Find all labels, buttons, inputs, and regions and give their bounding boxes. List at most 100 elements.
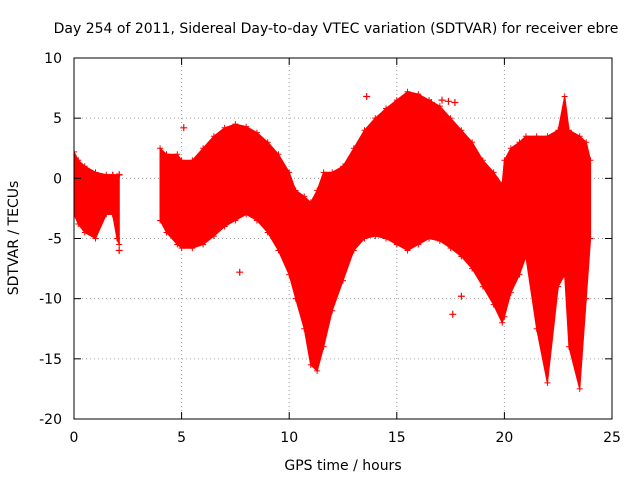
envelope-upper-point xyxy=(157,145,164,152)
envelope-upper-point xyxy=(516,139,523,146)
envelope-upper-point xyxy=(275,151,282,158)
envelope-lower-point xyxy=(307,361,314,368)
envelope-lower-point xyxy=(404,247,411,254)
envelope-upper-point xyxy=(320,169,327,176)
envelope-upper-point xyxy=(565,127,572,134)
envelope-lower-point xyxy=(243,211,250,218)
envelope-upper-point xyxy=(561,93,568,100)
x-tick-label: 5 xyxy=(177,430,186,446)
envelope-upper-point xyxy=(533,133,540,140)
envelope-lower-point xyxy=(533,325,540,332)
envelope-lower-point xyxy=(458,253,465,260)
x-tick-label: 25 xyxy=(603,430,621,446)
envelope-segment-1 xyxy=(112,174,120,246)
envelope-upper-point xyxy=(243,123,250,130)
envelope-lower-point xyxy=(561,271,568,278)
envelope-lower-point xyxy=(114,235,121,242)
envelope-upper-point xyxy=(587,157,594,164)
envelope-lower-point xyxy=(587,235,594,242)
y-tick-label: 5 xyxy=(53,111,62,127)
envelope-lower-point xyxy=(264,229,271,236)
envelope-upper-point xyxy=(507,145,514,152)
x-tick-label: 0 xyxy=(70,430,79,446)
envelope-upper-point xyxy=(286,169,293,176)
envelope-lower-point xyxy=(221,223,228,230)
envelope-lower-point xyxy=(189,245,196,252)
outlier-point xyxy=(363,93,371,101)
envelope-upper-point xyxy=(576,133,583,140)
envelope-lower-point xyxy=(275,247,282,254)
envelope-lower-point xyxy=(286,271,293,278)
y-tick-label: -20 xyxy=(39,412,62,428)
envelope-upper-point xyxy=(109,171,116,178)
x-axis-label: GPS time / hours xyxy=(284,458,401,474)
envelope-upper-point xyxy=(329,169,336,176)
x-tick-label: 10 xyxy=(280,430,298,446)
envelope-upper-point xyxy=(92,169,99,176)
envelope-lower-point xyxy=(583,295,590,302)
outlier-points xyxy=(115,93,465,318)
envelope-upper-point xyxy=(163,151,170,158)
envelope-lower-point xyxy=(501,313,508,320)
envelope-lower-point xyxy=(447,245,454,252)
envelope-upper-point xyxy=(253,129,260,136)
envelope-lower-point xyxy=(372,233,379,240)
envelope-lower-point xyxy=(565,343,572,350)
envelope-upper-point xyxy=(555,127,562,134)
y-tick-labels: -20 -15 -10 -5 0 5 10 xyxy=(39,51,62,428)
tick-marks xyxy=(73,57,613,420)
envelope-upper-point xyxy=(544,133,551,140)
y-tick-label: 10 xyxy=(44,51,62,67)
envelope-upper-point xyxy=(314,187,321,194)
envelope-upper-point xyxy=(522,133,529,140)
outlier-point xyxy=(115,247,123,255)
envelope-upper-point xyxy=(340,163,346,170)
envelope-lower-point xyxy=(109,211,116,218)
envelope-lower-point xyxy=(292,295,299,302)
envelope-lower-point xyxy=(157,217,164,224)
envelope-upper-point xyxy=(583,139,590,146)
y-tick-label: -15 xyxy=(39,352,62,368)
envelope-upper-point xyxy=(264,139,271,146)
envelope-upper-point xyxy=(490,169,497,176)
data-envelope xyxy=(74,88,594,392)
envelope-upper-point xyxy=(81,163,88,170)
envelope-upper-point xyxy=(221,124,228,131)
envelope-lower-point xyxy=(253,217,260,224)
envelope-upper-point xyxy=(232,121,239,128)
envelope-lower-point xyxy=(383,235,390,242)
envelope-lower-point xyxy=(75,221,82,228)
envelope-lower-point xyxy=(522,253,529,260)
envelope-lower-point xyxy=(340,277,346,284)
envelope-lower-point xyxy=(116,241,123,248)
envelope-lower-point xyxy=(576,385,583,392)
envelope-lower-point xyxy=(393,241,400,248)
envelope-upper-point xyxy=(361,127,368,134)
envelope-upper-point xyxy=(447,115,454,122)
envelope-lower-point xyxy=(361,235,368,242)
chart-title: Day 254 of 2011, Sidereal Day-to-day VTE… xyxy=(54,21,619,37)
outlier-point xyxy=(427,99,435,107)
envelope-upper-point xyxy=(415,91,422,98)
envelope-upper-point xyxy=(469,139,476,146)
envelope-segment-0 xyxy=(74,151,114,240)
envelope-lower-point xyxy=(314,367,321,374)
outlier-point xyxy=(451,99,459,107)
envelope-lower-point xyxy=(415,241,422,248)
envelope-lower-point xyxy=(479,283,486,290)
x-tick-label: 15 xyxy=(388,430,406,446)
outlier-point xyxy=(457,292,465,300)
envelope-lower-point xyxy=(555,283,562,290)
envelope-lower-point xyxy=(350,247,357,254)
y-tick-label: 0 xyxy=(53,171,62,187)
envelope-upper-point xyxy=(458,127,465,134)
envelope-upper-point xyxy=(436,103,443,110)
envelope-lower-point xyxy=(232,217,239,224)
envelope-lower-point xyxy=(499,319,506,326)
envelope-lower-point xyxy=(301,325,308,332)
envelope-upper-point xyxy=(174,151,181,158)
envelope-lower-point xyxy=(200,241,207,248)
y-axis-label: SDTVAR / TECUs xyxy=(6,181,22,296)
envelope-lower-point xyxy=(81,229,88,236)
